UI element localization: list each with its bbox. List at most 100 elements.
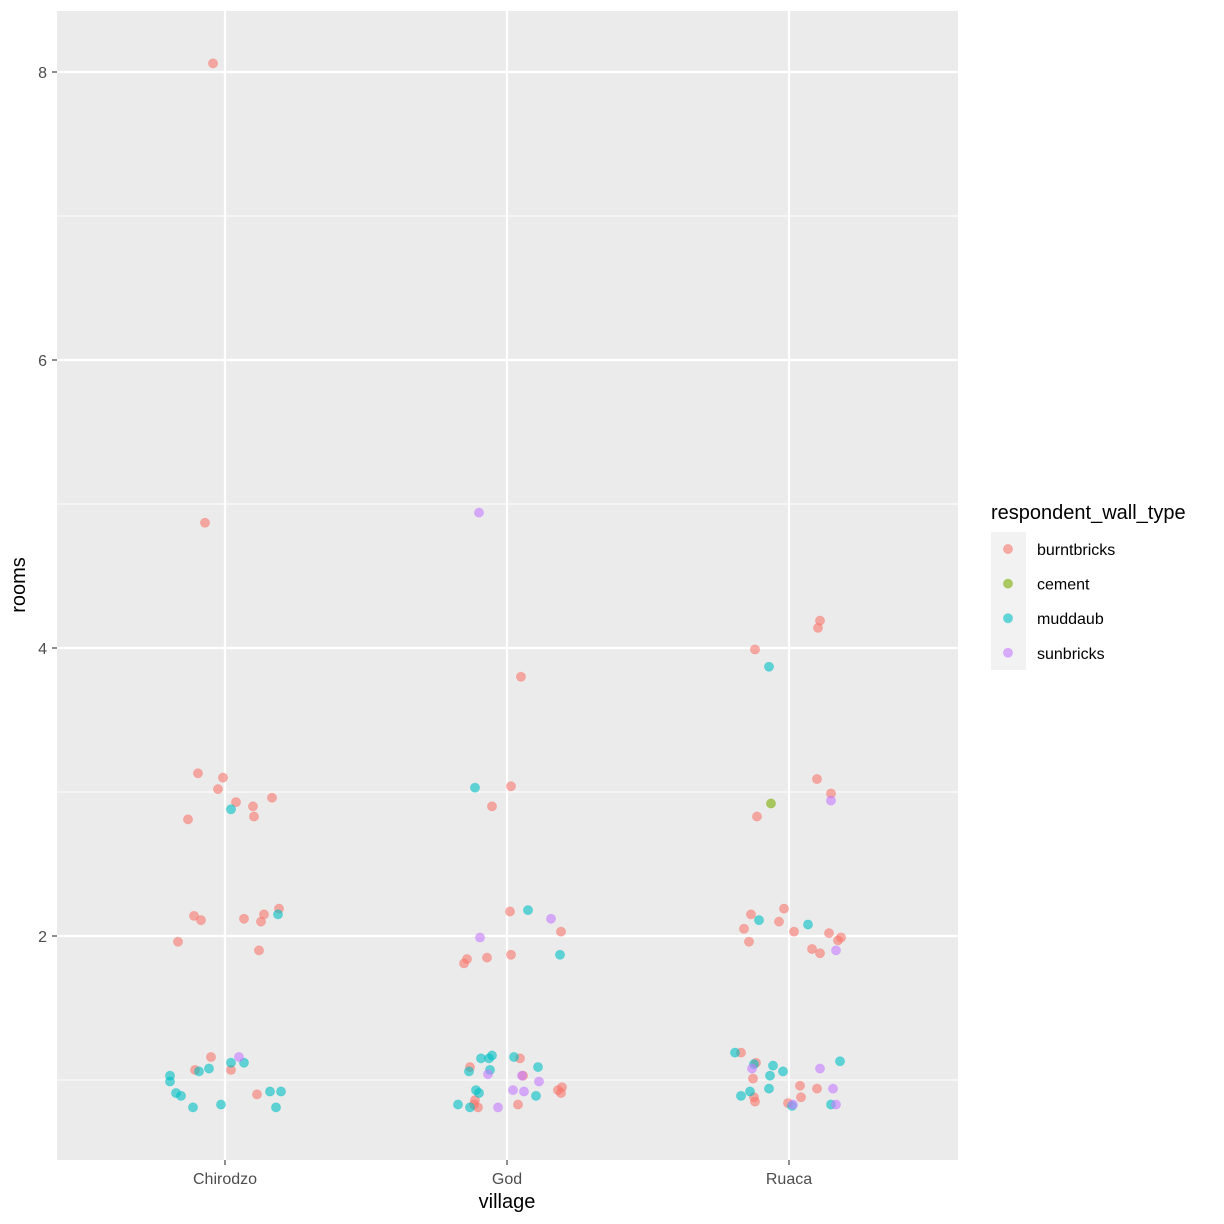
data-point-muddaub [464,1102,475,1113]
data-point-burntbricks [752,811,763,822]
data-point-muddaub [473,1087,484,1098]
data-point-burntbricks [199,517,210,528]
legend-key-sunbricks [1003,647,1014,658]
data-point-burntbricks [813,622,824,633]
data-point-muddaub [555,949,566,960]
y-tick-label: 8 [38,65,47,82]
data-point-cement [766,798,777,809]
x-tick-label: Ruaca [766,1171,812,1188]
data-point-burntbricks [824,928,835,939]
data-point-burntbricks [556,926,567,937]
data-point-sunbricks [747,1063,758,1074]
legend-label-muddaub: muddaub [1037,611,1104,628]
data-point-muddaub [486,1050,497,1061]
y-axis-title: rooms [8,557,30,613]
data-point-burntbricks [207,58,218,69]
x-axis: Chirodzo God Ruaca [193,1160,812,1188]
data-point-sunbricks [534,1076,545,1087]
data-point-burntbricks [516,671,527,682]
data-point-muddaub [730,1047,741,1058]
legend-key-muddaub [1003,613,1014,624]
data-point-burntbricks [744,936,755,947]
data-point-muddaub [264,1086,275,1097]
data-point-sunbricks [473,507,484,518]
data-point-burntbricks [504,906,515,917]
data-point-muddaub [533,1062,544,1073]
data-point-muddaub [508,1051,519,1062]
data-point-burntbricks [217,772,228,783]
data-point-burntbricks [750,1096,761,1107]
data-point-burntbricks [266,792,277,803]
data-point-muddaub [275,1086,286,1097]
data-point-burntbricks [212,784,223,795]
data-point-sunbricks [828,1083,839,1094]
data-point-burntbricks [795,1080,806,1091]
data-point-burntbricks [230,797,241,808]
legend-label-sunbricks: sunbricks [1037,646,1105,663]
data-point-burntbricks [188,910,199,921]
data-point-muddaub [193,1066,204,1077]
data-point-sunbricks [788,1099,799,1110]
data-point-sunbricks [517,1070,528,1081]
data-point-muddaub [270,1102,281,1113]
data-point-burntbricks [505,949,516,960]
data-point-muddaub [164,1076,175,1087]
data-point-sunbricks [507,1085,518,1096]
data-point-burntbricks [796,1092,807,1103]
data-point-muddaub [835,1056,846,1067]
data-point-muddaub [469,782,480,793]
y-tick-label: 2 [38,929,47,946]
data-point-muddaub [768,1060,779,1071]
x-tick-label: God [492,1171,522,1188]
legend-label-cement: cement [1037,577,1090,594]
data-point-burntbricks [812,774,823,785]
data-point-burntbricks [205,1051,216,1062]
data-point-burntbricks [739,923,750,934]
major-gridlines [57,11,958,1160]
data-point-burntbricks [833,935,844,946]
legend-key-burntbricks [1003,544,1014,555]
data-point-burntbricks [807,943,818,954]
data-point-burntbricks [238,913,249,924]
legend-label-burntbricks: burntbricks [1037,542,1115,559]
data-point-sunbricks [233,1051,244,1062]
y-axis: 2 4 6 8 [38,65,57,946]
data-point-muddaub [272,909,283,920]
data-point-sunbricks [831,945,842,956]
data-point-sunbricks [826,795,837,806]
data-point-muddaub [452,1099,463,1110]
legend-title: respondent_wall_type [991,502,1186,524]
data-point-sunbricks [492,1102,503,1113]
data-point-muddaub [803,919,814,930]
data-point-sunbricks [474,932,485,943]
data-point-sunbricks [831,1099,842,1110]
data-point-burntbricks [789,926,800,937]
data-point-muddaub [531,1090,542,1101]
data-point-burntbricks [195,915,206,926]
data-point-burntbricks [486,801,497,812]
data-point-sunbricks [519,1086,530,1097]
data-point-burntbricks [746,909,757,920]
legend: respondent_wall_type burntbricks cement mu… [991,502,1186,670]
data-point-burntbricks [458,958,469,969]
data-point-burntbricks [247,801,258,812]
data-point-burntbricks [750,644,761,655]
data-point-muddaub [778,1066,789,1077]
data-point-burntbricks [812,1083,823,1094]
data-point-muddaub [764,661,775,672]
data-point-muddaub [764,1083,775,1094]
x-axis-title: village [479,1191,536,1213]
data-point-muddaub [463,1066,474,1077]
data-point-muddaub [736,1090,747,1101]
data-point-muddaub [754,915,765,926]
data-points [164,58,847,1113]
data-point-sunbricks [482,1069,493,1080]
y-tick-label: 6 [38,353,47,370]
data-point-burntbricks [248,811,259,822]
y-tick-label: 4 [38,641,47,658]
data-point-burntbricks [253,945,264,956]
data-point-muddaub [175,1090,186,1101]
data-point-burntbricks [748,1073,759,1084]
data-point-burntbricks [513,1099,524,1110]
